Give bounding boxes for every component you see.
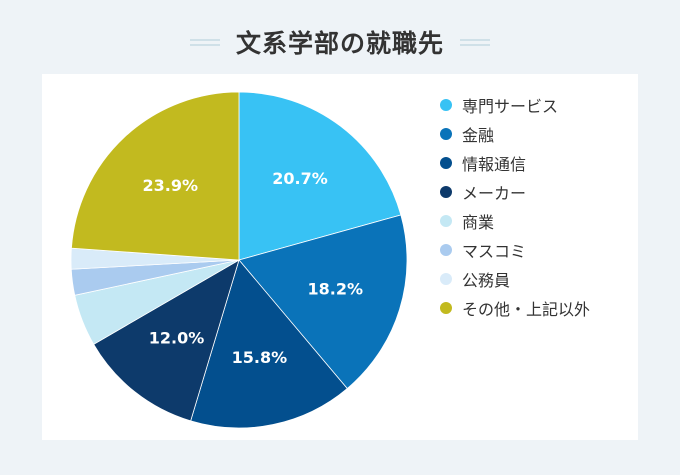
legend-label: 公務員 <box>462 270 511 290</box>
legend-swatch <box>440 272 452 285</box>
legend-swatch <box>440 127 452 140</box>
pie-slice-8 <box>70 91 240 261</box>
pie-slice-4 <box>93 259 240 422</box>
legend-label: マスコミ <box>462 241 527 261</box>
legend-label: メーカー <box>462 183 527 203</box>
legend-item-6: マスコミ <box>440 235 590 264</box>
legend-item-5: 商業 <box>440 206 590 235</box>
slice-data-label-1: 20.7% <box>272 169 328 188</box>
legend-swatch <box>440 301 452 314</box>
legend-label: 情報通信 <box>462 154 527 174</box>
title-decoration-left <box>189 38 220 46</box>
legend-label: 金融 <box>462 125 495 145</box>
legend-item-2: 金融 <box>440 119 590 148</box>
legend-item-8: その他・上記以外 <box>440 293 590 322</box>
legend-item-3: 情報通信 <box>440 148 590 177</box>
legend-swatch <box>440 156 452 169</box>
legend-label: その他・上記以外 <box>462 299 591 319</box>
legend-item-7: 公務員 <box>440 264 590 293</box>
slice-data-label-2: 18.2% <box>308 279 364 298</box>
slice-data-label-3: 15.8% <box>232 348 288 367</box>
legend-label: 専門サービス <box>462 96 559 116</box>
legend-swatch <box>440 243 452 256</box>
pie-slice-2 <box>238 214 408 390</box>
title-decoration-right <box>460 38 490 46</box>
pie-slice-1 <box>238 91 402 261</box>
chart-panel: 20.7% 18.2% 15.8% 12.0% 23.9% 専門サービス 金融情報通信メー… <box>42 74 638 440</box>
title-row: 文系学部の就職先 <box>0 22 680 62</box>
slice-data-label-8: 23.9% <box>143 176 199 195</box>
pie-chart: 20.7% 18.2% 15.8% 12.0% 23.9% <box>70 91 408 429</box>
legend-swatch <box>440 214 452 227</box>
legend-item-1: 専門サービス <box>440 90 590 119</box>
legend-item-4: メーカー <box>440 177 590 206</box>
legend-label: 商業 <box>462 212 495 232</box>
legend: 専門サービス 金融情報通信メーカー商業マスコミ公務員その他・上記以外 <box>440 90 590 322</box>
slice-data-label-4: 12.0% <box>149 329 205 348</box>
legend-swatch <box>440 185 452 198</box>
pie-slice-3 <box>190 259 348 429</box>
chart-title: 文系学部の就職先 <box>235 29 444 58</box>
legend-swatch <box>440 98 452 111</box>
